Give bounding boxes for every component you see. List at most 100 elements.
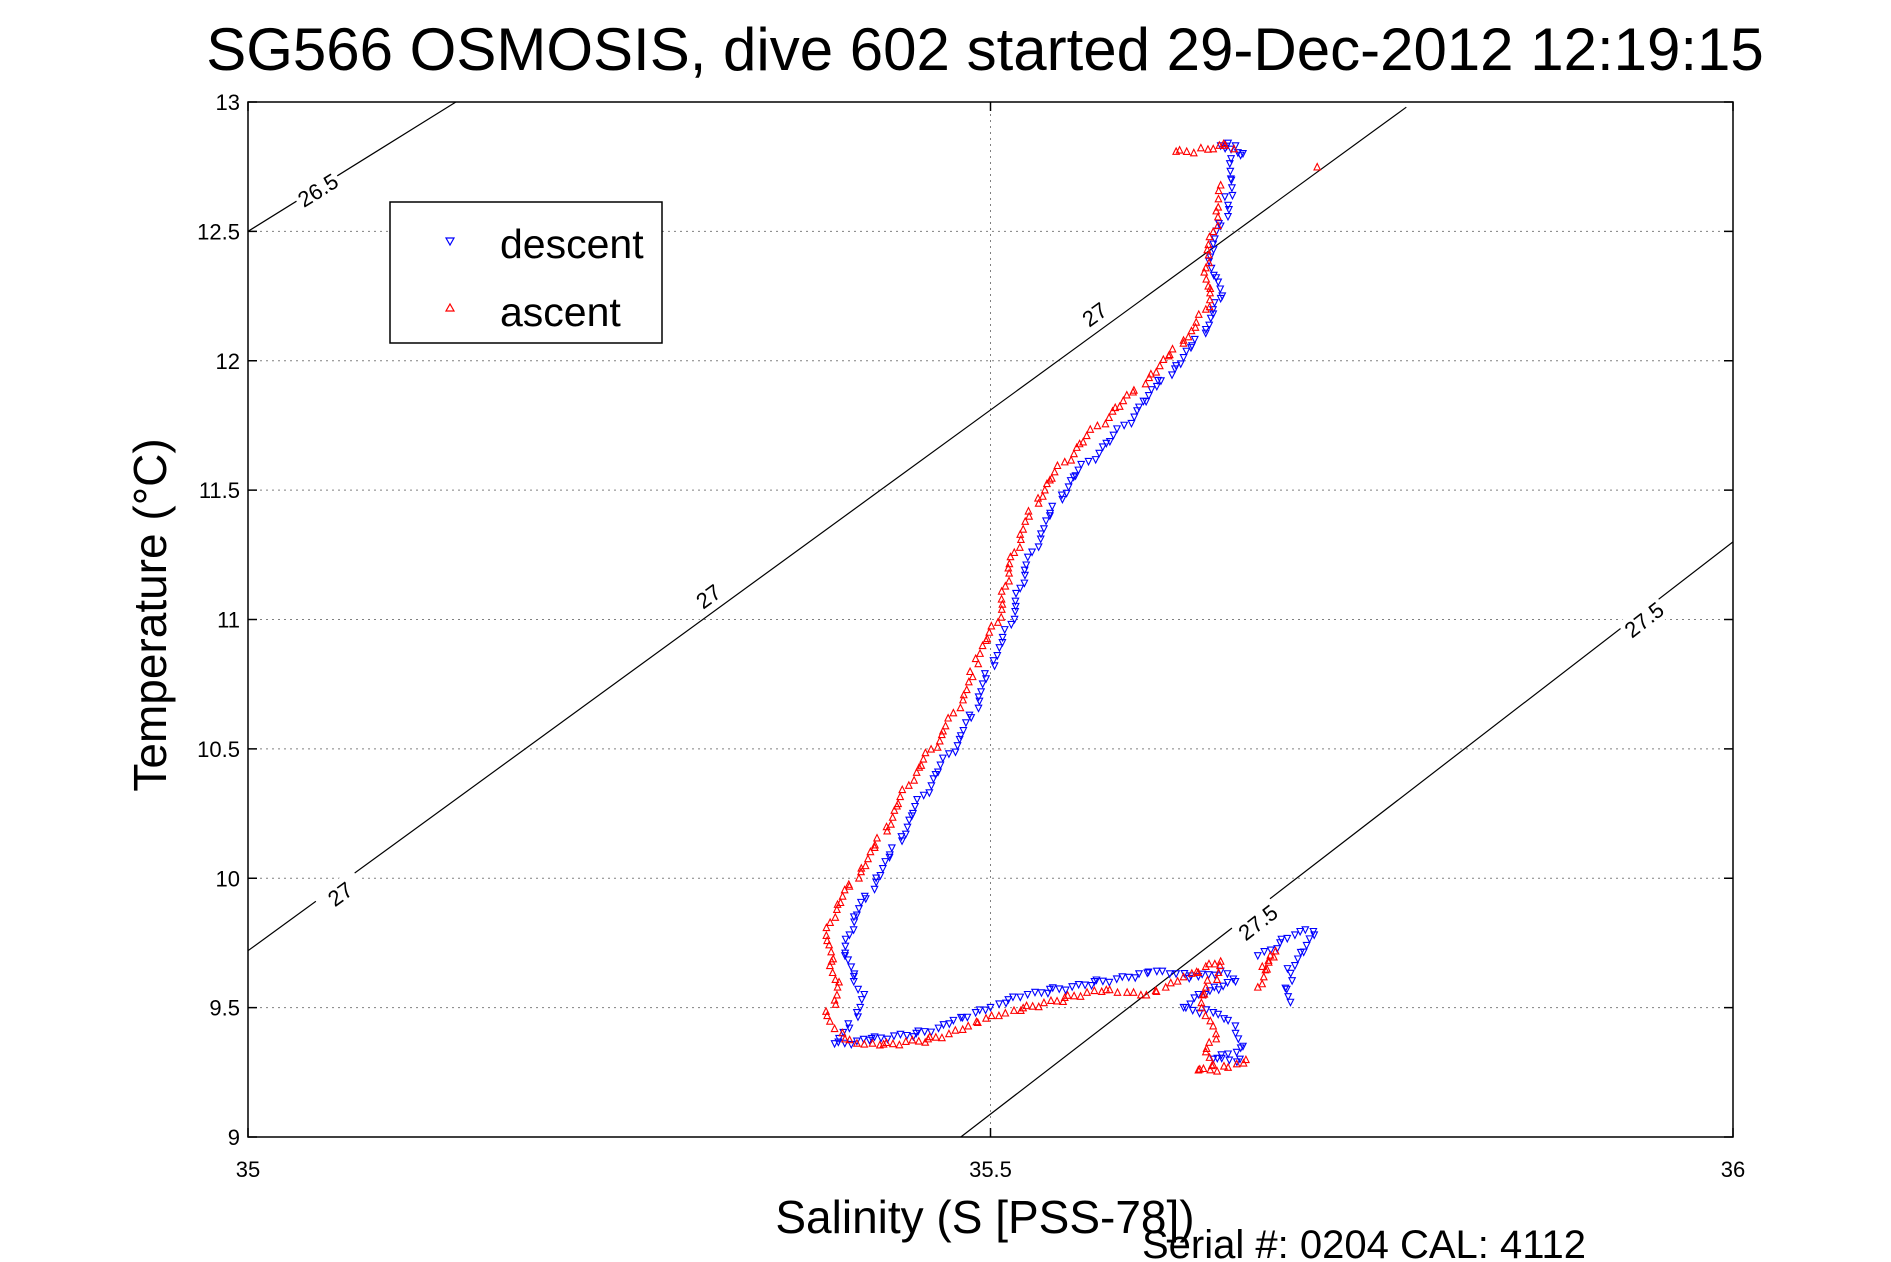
descent-point [913,795,922,805]
data-points [821,138,1322,1075]
ascent-point [965,666,975,676]
descent-point [1130,413,1139,422]
ascent-point [833,982,842,991]
descent-point [986,1003,995,1013]
ascent-point [1205,1037,1214,1046]
descent-point [1238,1042,1248,1051]
ascent-point [964,1021,973,1030]
descent-point [1204,971,1213,980]
ascent-point [962,684,971,694]
descent-point [1253,952,1262,961]
ascent-point [968,671,977,681]
descent-point [1231,978,1240,987]
ascent-point [1161,982,1170,991]
ascent-point [832,904,841,914]
descent-point [977,688,986,697]
ascent-point [886,819,896,828]
descent-point [1074,980,1083,990]
ascent-point [1069,449,1079,458]
descent-point [1095,449,1104,458]
ascent-point [822,930,831,939]
ascent-point [822,922,831,932]
descent-point [1206,314,1215,323]
descent-point [975,1006,984,1015]
descent-point [1127,419,1136,429]
ascent-point [1187,968,1196,977]
y-tick-label: 11 [217,608,240,633]
ascent-point [1034,498,1043,507]
ascent-point [1210,959,1219,968]
ascent-point [1184,332,1193,341]
ascent-point [1271,946,1280,955]
ascent-point [896,791,905,801]
ascent-point [1253,982,1262,991]
ascent-point [921,748,930,757]
ascent-point [1200,267,1209,276]
ascent-point [997,594,1006,603]
descent-point [1209,271,1218,280]
y-tick-label: 12.5 [197,219,240,244]
descent-point [919,791,928,800]
contour-label-bg [313,869,368,919]
descent-point [845,931,854,940]
ascent-point [981,1013,991,1022]
descent-point [1225,160,1234,169]
descent-point [1190,335,1199,345]
descent-point [1023,553,1032,562]
ascent-point [1004,576,1014,585]
descent-point [1011,597,1020,606]
ascent-point [1204,250,1213,259]
descent-point [872,878,881,887]
ascent-point [856,867,866,876]
descent-point [980,670,990,679]
descent-point [1181,1004,1190,1013]
ascent-point [1212,1034,1221,1043]
descent-point [1133,407,1142,416]
ascent-point [1129,987,1138,996]
descent-point [849,913,858,922]
ascent-point [825,940,834,949]
ascent-point [1142,990,1151,999]
descent-point [1216,294,1225,304]
ascent-point [981,635,991,644]
descent-point [1152,967,1161,976]
descent-point [834,1038,843,1047]
descent-point [1283,934,1292,944]
ascent-point [935,736,944,745]
ascent-point [914,1036,923,1045]
ascent-point [1258,979,1267,988]
ascent-point [997,604,1006,613]
ascent-point [1108,406,1117,415]
descent-point [1043,989,1053,998]
descent-point [1066,477,1075,486]
descent-point [990,662,999,671]
ascent-point [1022,1001,1031,1010]
ascent-point [1194,967,1203,977]
ascent-point [1072,442,1081,451]
ascent-point [838,1028,847,1037]
ascent-point [974,659,983,668]
descent-point [1046,509,1055,518]
x-tick-label: 36 [1721,1157,1745,1182]
descent-point [1147,386,1156,395]
legend-ascent-marker [444,302,456,312]
ascent-point [1205,302,1214,311]
ascent-point [937,729,946,739]
descent-point [854,905,864,914]
descent-point [1001,999,1011,1008]
ascent-point [901,1036,910,1046]
ascent-point [1082,987,1092,996]
ascent-point [937,1033,947,1042]
x-axis-label: Salinity (S [PSS-78]) [775,1191,1194,1243]
descent-point [1229,975,1238,984]
ascent-point [1187,326,1196,335]
ascent-point [1052,996,1062,1005]
ascent-point [888,812,897,821]
ascent-point [904,780,913,789]
ascent-point [1001,1008,1010,1017]
ascent-point [997,612,1006,621]
ascent-point [1221,140,1230,149]
descent-point [1216,285,1225,294]
ascent-point [845,1035,854,1044]
